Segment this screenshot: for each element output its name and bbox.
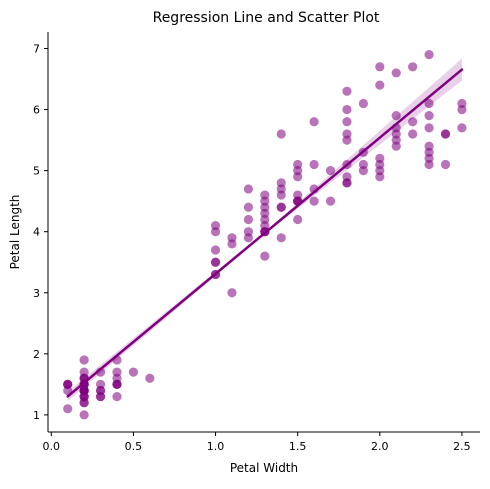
- scatter-point: [358, 98, 368, 109]
- y-tick-label: 4: [33, 226, 40, 239]
- scatter-point: [79, 385, 89, 396]
- scatter-point: [128, 367, 139, 377]
- scatter-point: [391, 111, 401, 121]
- scatter-point: [79, 355, 89, 365]
- scatter-point: [276, 233, 286, 243]
- chart-title: Regression Line and Scatter Plot: [153, 10, 380, 26]
- y-tick-label: 3: [33, 287, 40, 300]
- scatter-point: [457, 123, 467, 133]
- x-tick-label: 0.0: [43, 440, 61, 453]
- scatter-point: [342, 104, 352, 115]
- scatter-point: [276, 129, 286, 139]
- scatter-point: [325, 166, 336, 176]
- scatter-point: [424, 98, 434, 109]
- x-tick-label: 2.0: [371, 440, 389, 453]
- x-axis-label: Petal Width: [230, 461, 298, 475]
- scatter-point: [63, 379, 73, 389]
- scatter-point: [440, 129, 451, 139]
- scatter-point: [375, 62, 385, 72]
- y-tick-label: 1: [33, 409, 40, 422]
- scatter-point: [227, 233, 237, 243]
- scatter-point: [342, 178, 352, 188]
- scatter-point: [79, 410, 89, 420]
- x-axis-ticks: 0.0 0.5 1.0 1.5 2.0 2.5: [43, 432, 471, 453]
- scatter-point: [243, 202, 253, 212]
- scatter-point: [391, 68, 401, 78]
- scatter-point: [309, 117, 319, 127]
- x-tick-label: 0.5: [125, 440, 143, 453]
- scatter-point: [293, 214, 303, 225]
- scatter-point: [243, 233, 253, 243]
- scatter-point: [325, 196, 336, 206]
- regression-line: [66, 68, 464, 398]
- scatter-point: [457, 98, 467, 109]
- scatter-point: [424, 111, 434, 121]
- scatter-point: [95, 391, 106, 402]
- scatter-point: [276, 178, 286, 188]
- scatter-point: [424, 50, 434, 60]
- scatter-point: [243, 214, 253, 225]
- scatter-point: [424, 123, 434, 133]
- scatter-point: [210, 220, 221, 231]
- y-tick-label: 2: [33, 348, 40, 361]
- y-tick-label: 6: [33, 104, 40, 117]
- scatter-point: [210, 245, 221, 255]
- scatter-point: [342, 86, 352, 96]
- scatter-point: [309, 196, 319, 206]
- scatter-point: [408, 129, 418, 139]
- scatter-point: [79, 398, 89, 408]
- x-tick-label: 2.5: [453, 440, 471, 453]
- scatter-point: [227, 288, 237, 298]
- y-tick-label: 7: [33, 42, 40, 55]
- scatter-point: [358, 159, 368, 170]
- scatter-point: [342, 129, 352, 139]
- scatter-point: [342, 117, 352, 127]
- scatter-point: [112, 391, 122, 402]
- scatter-point: [145, 373, 155, 383]
- y-tick-label: 5: [33, 165, 40, 178]
- y-axis-label: Petal Length: [8, 195, 22, 270]
- scatter-points: [63, 50, 467, 420]
- x-tick-label: 1.5: [289, 440, 307, 453]
- scatter-point: [276, 202, 286, 212]
- scatter-point: [375, 153, 385, 164]
- scatter-point: [63, 404, 73, 414]
- scatter-point: [408, 117, 418, 127]
- scatter-point: [260, 190, 270, 200]
- scatter-point: [293, 159, 303, 170]
- regression-line-layer: [66, 68, 464, 398]
- scatter-point: [375, 80, 385, 90]
- scatter-point: [276, 190, 286, 200]
- x-tick-label: 1.0: [207, 440, 225, 453]
- scatter-point: [424, 141, 434, 151]
- scatter-point: [112, 379, 122, 389]
- scatter-point: [243, 184, 253, 194]
- scatter-point: [210, 257, 221, 267]
- y-axis-ticks: 1 2 3 4 5 6 7: [33, 42, 48, 422]
- scatter-point: [440, 159, 451, 170]
- scatter-point: [408, 62, 418, 72]
- scatter-point: [260, 251, 270, 261]
- scatter-point: [309, 159, 319, 170]
